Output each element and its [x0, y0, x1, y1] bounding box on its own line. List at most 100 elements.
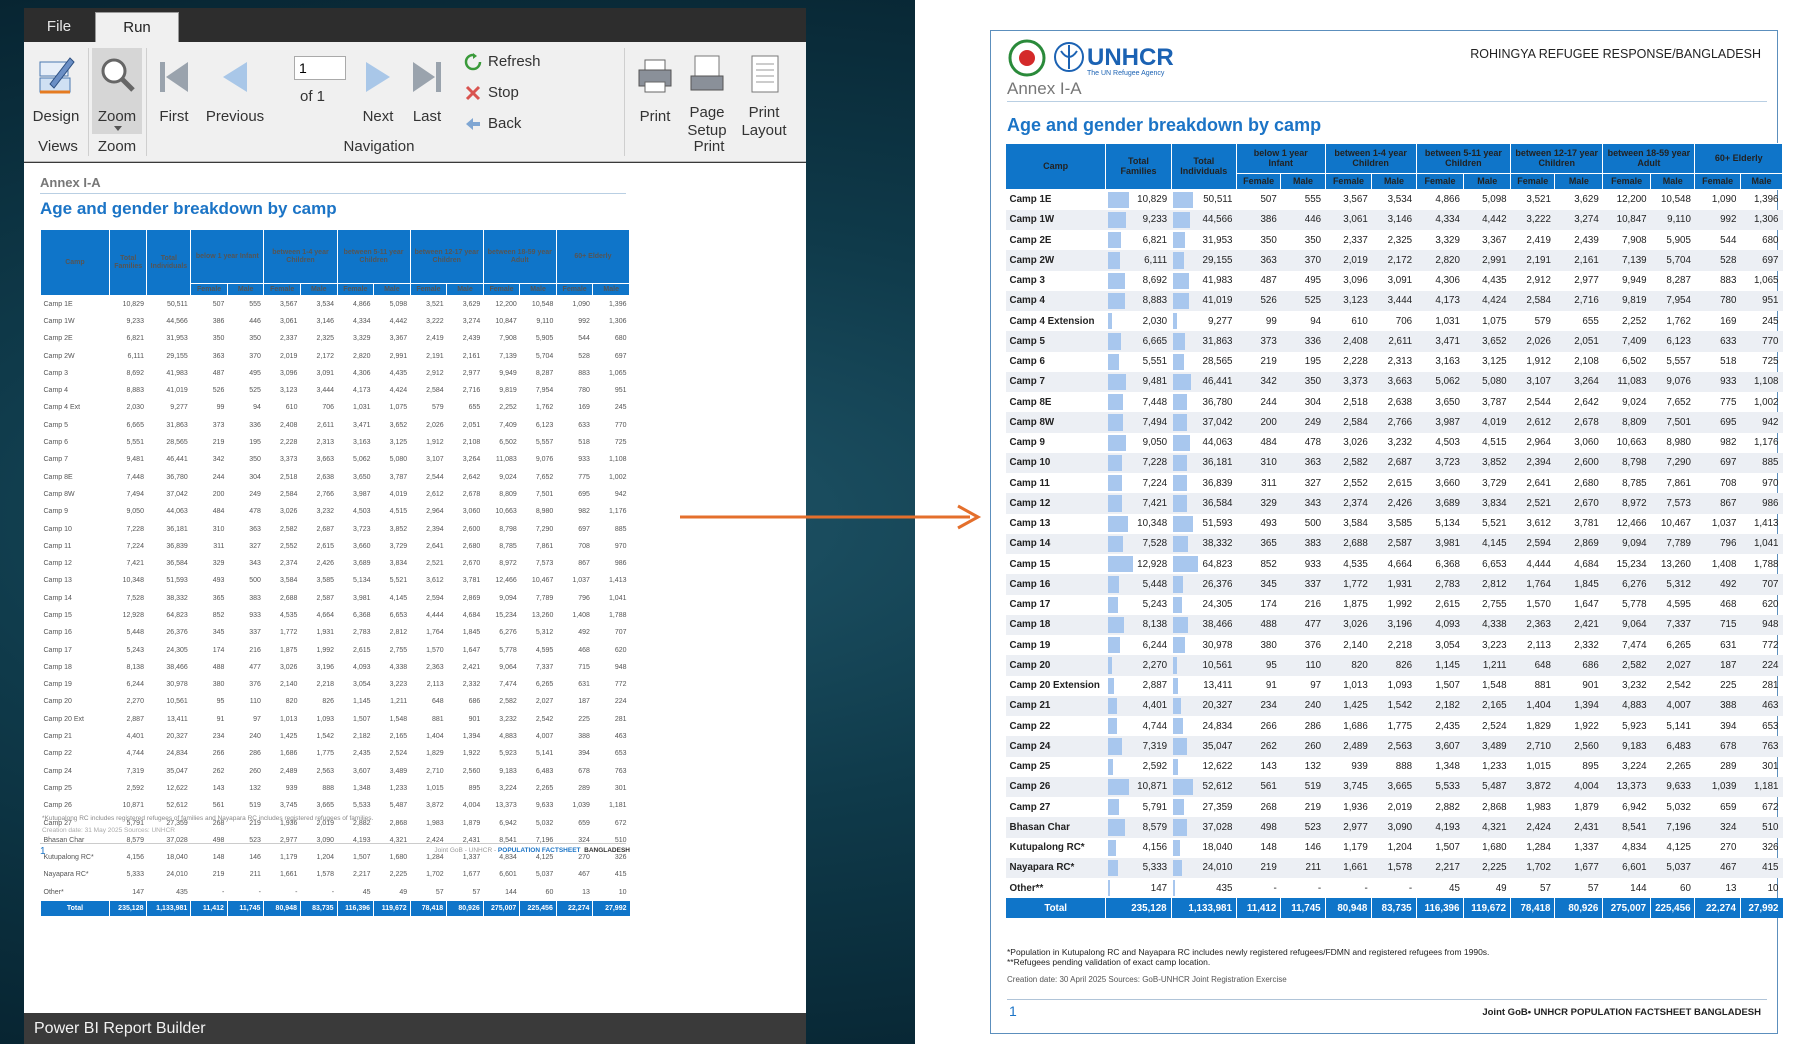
cell-value: 7,494 — [1142, 416, 1168, 428]
data-bar — [1173, 232, 1186, 249]
tab-run[interactable]: Run — [95, 12, 179, 42]
value-cell: 933 — [249, 611, 261, 619]
value-cell: 9,633 — [1650, 776, 1695, 797]
header-male: Male — [373, 283, 411, 296]
zoom-button[interactable]: Zoom — [92, 48, 142, 134]
value-cell: 1,764 — [1510, 574, 1555, 595]
stop-button[interactable]: Stop — [464, 81, 519, 105]
total-individuals-cell: 44,566 — [166, 317, 188, 325]
refresh-button[interactable]: Refresh — [464, 50, 541, 74]
value-cell: 45 — [1449, 882, 1460, 894]
value-cell: 9,183 — [1602, 736, 1651, 757]
design-button[interactable]: Design — [30, 48, 82, 134]
last-page-button[interactable]: Last — [404, 48, 450, 134]
value-cell: 2,755 — [389, 646, 408, 654]
total-cell: 83,735 — [299, 900, 338, 916]
value-cell: 12,466 — [495, 577, 517, 585]
report-viewer[interactable]: Annex I-A Age and gender breakdown by ca… — [24, 163, 806, 1013]
total-families-cell: 4,401 — [1105, 695, 1172, 716]
value-cell: 8,785 — [1622, 477, 1647, 489]
table-row: Camp 22 4,744 24,834 266 286 1,686 1,775 2,435 2… — [41, 745, 630, 762]
report-title: Age and gender breakdown by camp — [1007, 115, 1322, 135]
page-number-input[interactable] — [294, 56, 346, 80]
total-families-cell: 9,481 — [126, 456, 144, 464]
back-button[interactable]: Back — [464, 112, 521, 136]
value-cell: - — [1317, 882, 1322, 894]
value-cell: 9,094 — [499, 594, 517, 602]
value-cell: 9,094 — [1602, 533, 1651, 554]
value-cell: 6,502 — [499, 439, 517, 447]
camp-name: Camp 21 — [1005, 695, 1106, 716]
value-cell: 5,037 — [535, 871, 554, 879]
value-cell: 3,612 — [426, 577, 444, 585]
cell-value: 44,063 — [1202, 437, 1233, 449]
camp-name: Camp 24 — [43, 767, 72, 775]
navigation-group-label: Navigation — [343, 138, 415, 155]
value-cell: 3,834 — [1463, 493, 1511, 514]
value-cell: 3,652 — [389, 421, 408, 429]
value-cell: 2,027 — [535, 698, 554, 706]
value-cell: 2,113 — [426, 681, 444, 689]
next-page-button[interactable]: Next — [354, 48, 402, 134]
value-cell: 867 — [1694, 493, 1741, 514]
value-cell: 1,772 — [279, 629, 298, 637]
value-cell: 579 — [432, 404, 444, 412]
value-cell: 883 — [578, 369, 590, 377]
data-bar — [1107, 839, 1116, 856]
value-cell: 3,729 — [389, 542, 408, 550]
value-cell: 1,931 — [1371, 574, 1417, 595]
total-individuals-cell: 18,040 — [1171, 838, 1236, 858]
total-families-cell: 4,744 — [1106, 716, 1171, 736]
value-cell: 343 — [1280, 493, 1326, 514]
value-cell: 1,879 — [1574, 801, 1599, 813]
value-cell: 110 — [1280, 655, 1326, 676]
total-families-cell: 5,448 — [126, 629, 144, 637]
value-cell: 8,287 — [535, 369, 554, 377]
total-individuals-cell: 44,566 — [1171, 209, 1237, 230]
first-page-button[interactable]: First — [152, 48, 196, 134]
table-row: Camp 24 7,319 35,047 262 260 2,489 2,563 3,607 3… — [1005, 736, 1783, 757]
total-individuals-cell: 31,863 — [166, 421, 188, 429]
status-bar: Power BI Report Builder — [24, 1013, 806, 1044]
value-cell: 324 — [578, 836, 590, 844]
value-cell: 2,882 — [1435, 801, 1460, 813]
header-camp: Camp — [40, 229, 110, 296]
header-female: Female — [263, 283, 301, 296]
total-individuals-cell: 9,277 — [1171, 311, 1236, 331]
total-families-cell: 10,829 — [1106, 190, 1171, 210]
value-cell: 4,515 — [1482, 437, 1507, 449]
value-cell: 1,507 — [1435, 842, 1460, 854]
value-cell: 2,977 — [1325, 817, 1372, 838]
value-cell: 225 — [578, 715, 590, 723]
cell-value: 5,333 — [1142, 862, 1168, 874]
value-cell: 60 — [545, 888, 554, 896]
header-group: 60+ Elderly — [555, 229, 631, 284]
value-cell: 2,868 — [389, 819, 408, 827]
total-cell: 235,128 — [1105, 898, 1172, 919]
value-cell: 216 — [249, 646, 261, 654]
value-cell: 2,687 — [1371, 452, 1417, 473]
reference-report-page: UNHCR The UN Refugee Agency ROHINGYA REF… — [990, 30, 1784, 1034]
total-individuals-cell: 31,953 — [166, 335, 188, 343]
views-group-label: Views — [38, 138, 78, 155]
value-cell: 9,024 — [499, 473, 517, 481]
total-families-cell: 7,421 — [1105, 493, 1172, 514]
total-cell: 78,418 — [1510, 898, 1555, 919]
value-cell: 633 — [578, 421, 590, 429]
page-setup-button[interactable]: Page Setup — [682, 48, 732, 139]
previous-page-button[interactable]: Previous — [200, 48, 270, 134]
tab-file[interactable]: File — [46, 18, 72, 35]
value-cell: 1,013 — [279, 715, 298, 723]
camp-name: Camp 24 — [1005, 736, 1106, 757]
data-bar — [1107, 778, 1129, 795]
value-cell: 970 — [614, 542, 627, 550]
value-cell: 2,524 — [389, 750, 408, 758]
value-cell: 2,019 — [279, 352, 298, 360]
value-cell: 1,677 — [1554, 857, 1603, 878]
value-cell: 1,408 — [1711, 558, 1737, 570]
print-layout-button[interactable]: Print Layout — [736, 48, 792, 139]
print-button[interactable]: Print — [632, 48, 678, 134]
value-cell: 3,090 — [1371, 817, 1417, 838]
data-bar — [1107, 232, 1121, 249]
value-cell: 225 — [1720, 680, 1737, 692]
